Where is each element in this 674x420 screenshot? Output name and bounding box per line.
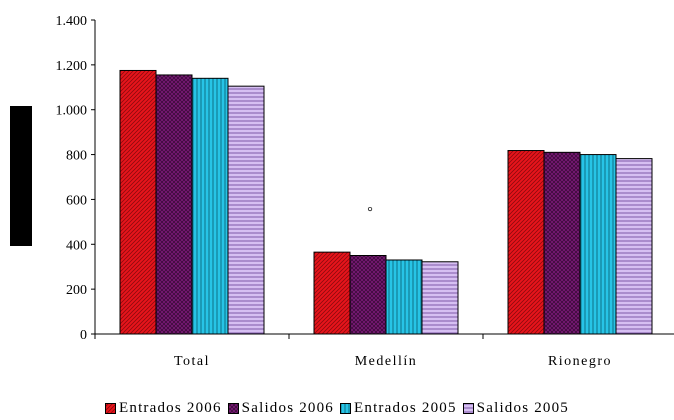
legend-swatch — [105, 402, 116, 414]
legend-item: Salidos 2005 — [462, 399, 569, 417]
legend-label: Entrados 2005 — [354, 399, 457, 416]
y-tick-label: 600 — [66, 193, 87, 208]
legend-swatch — [462, 402, 474, 414]
category-label: Rionegro — [548, 354, 612, 369]
bar-salidos-2006 — [543, 151, 581, 335]
y-tick-label: 1.200 — [56, 59, 88, 74]
legend-label: Salidos 2006 — [241, 399, 334, 416]
category-label: Medellín — [355, 354, 418, 369]
y-tick-label: 1.000 — [56, 104, 88, 119]
legend: Entrados 2006 Salidos 2006 Entrados 2005 Sa… — [0, 398, 674, 418]
bar-entrados-2005 — [191, 77, 229, 335]
y-tick-label: 400 — [66, 238, 87, 253]
y-tick-label: 0 — [80, 328, 87, 343]
black-block — [10, 106, 32, 246]
legend-swatch — [227, 402, 239, 414]
legend-item: Entrados 2005 — [340, 400, 457, 417]
x-ticks — [94, 334, 484, 339]
bars — [119, 69, 653, 335]
y-tick-label: 1.400 — [56, 14, 88, 29]
bar-entrados-2005 — [385, 259, 423, 335]
category-label: Total — [174, 354, 210, 369]
bar-salidos-2006 — [349, 255, 387, 335]
bar-salidos-2005 — [421, 261, 459, 335]
bar-entrados-2005 — [579, 154, 617, 335]
legend-item: Entrados 2006 — [105, 400, 222, 417]
legend-swatch — [340, 402, 351, 414]
bar-salidos-2006 — [155, 74, 193, 335]
y-tick-label: 800 — [66, 149, 87, 164]
legend-item: Salidos 2006 — [227, 399, 334, 417]
bar-entrados-2006 — [507, 150, 545, 335]
y-ticks: 0 200 400 600 800 1.000 1.200 1.400 — [56, 14, 95, 343]
bar-chart: 0 200 400 600 800 1.000 1.200 1.400 Total Medell… — [10, 14, 674, 369]
legend-label: Salidos 2005 — [476, 399, 569, 416]
category-labels: Total Medellín Rionegro — [174, 354, 612, 369]
legend-label: Entrados 2006 — [119, 399, 222, 416]
annotation-mark: ° — [367, 205, 373, 220]
bar-entrados-2006 — [119, 69, 157, 335]
bar-entrados-2006 — [313, 251, 351, 335]
bar-salidos-2005 — [227, 85, 265, 335]
bar-salidos-2005 — [615, 158, 653, 335]
y-tick-label: 200 — [66, 283, 87, 298]
